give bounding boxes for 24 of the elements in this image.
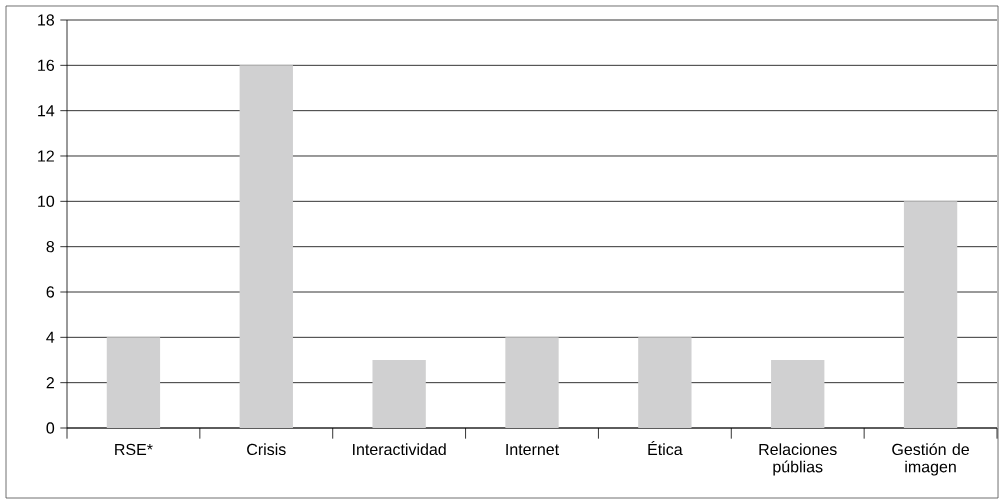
bar — [239, 65, 293, 429]
y-tick-label: 12 — [38, 150, 54, 162]
bar — [505, 337, 559, 429]
y-tick-label: 4 — [46, 331, 55, 343]
bar — [106, 337, 161, 429]
y-tick-label: 16 — [38, 59, 55, 71]
y-tick-label: 2 — [46, 377, 54, 389]
bar — [372, 360, 426, 429]
x-tick-label: Interactividad — [353, 443, 446, 456]
bar — [903, 201, 958, 429]
bar — [771, 360, 825, 429]
y-tick-label: 0 — [46, 422, 55, 434]
y-tick-label: 6 — [46, 286, 55, 298]
y-tick-label: 8 — [46, 241, 55, 253]
y-tick-label: 14 — [38, 105, 55, 117]
x-tick-label: Gestión de imagen — [892, 443, 969, 476]
bar — [638, 337, 692, 429]
x-tick-label: Internet — [506, 443, 560, 456]
y-tick-label: 18 — [38, 14, 55, 26]
x-tick-label: Ética — [648, 441, 683, 456]
x-tick-label: RSE* — [115, 443, 153, 456]
x-tick-label: Relaciones públias — [759, 443, 837, 476]
y-tick-label: 10 — [38, 195, 55, 207]
x-tick-label: Crisis — [247, 443, 286, 456]
